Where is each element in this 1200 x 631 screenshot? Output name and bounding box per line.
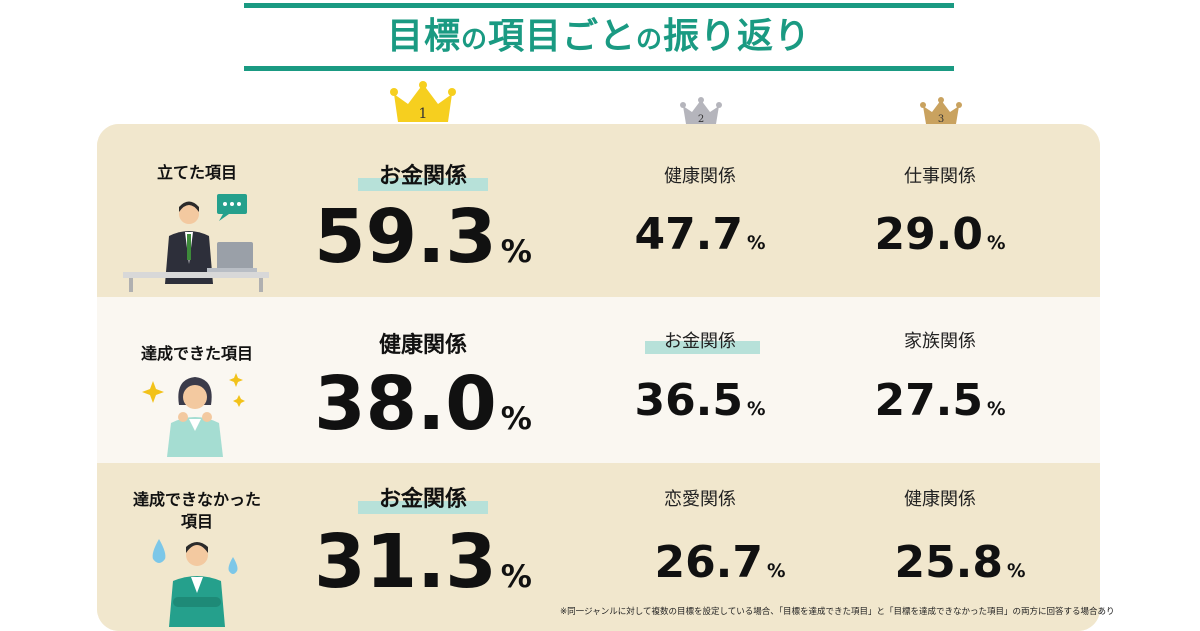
rank-1-number: 1 [419,106,428,122]
row-label: 達成できなかった 項目 [132,490,261,531]
footnote: ※同一ジャンルに対して複数の目標を設定している場合、「目標を達成できた項目」と「… [560,607,1115,617]
row-achieved-items: 達成できた項目 健康関係 38.0% お金関係 36.5% 家族関係 27.5% [97,297,1100,463]
rank2-value: 36.5% [634,375,766,426]
row-label: 達成できた項目 [140,344,253,363]
rank-3-number: 3 [938,114,944,125]
rank3-category: 仕事関係 [904,166,976,187]
silver-crown-icon: 2 [680,97,722,125]
rank3-category: 健康関係 [904,489,976,510]
rank1-category: お金関係 [378,487,467,512]
rank-2-number: 2 [698,114,704,125]
title-bottom-rule [244,66,954,71]
results-panel: 立てた項目 お金関係 59.3% 健康関係 47.7% [97,124,1100,631]
bronze-crown-icon: 3 [920,97,962,125]
category-highlight [645,341,760,354]
businessman-laptop-illustration [119,192,271,292]
rank2-value: 47.7% [634,209,766,260]
rank1-value: 38.0% [314,361,532,447]
row-not-achieved-items: 達成できなかった 項目 お金関係 31.3% 恋愛関係 26.7% 健康関係 25… [97,463,1100,631]
rank2-value: 26.7% [654,537,786,588]
rank1-value: 59.3% [314,194,532,280]
rank3-value: 29.0% [874,209,1006,260]
rank2-category: 恋愛関係 [664,489,736,510]
title-top-rule [244,3,954,8]
category-highlight [358,501,488,514]
man-sweat-illustration [149,535,245,627]
rank1-category: お金関係 [378,164,467,189]
rank3-value: 27.5% [874,375,1006,426]
rank2-category: お金関係 [664,331,736,352]
rank3-value: 25.8% [894,537,1026,588]
rank1-value: 31.3% [314,519,532,605]
row-label: 立てた項目 [156,163,237,182]
rank3-category: 家族関係 [904,331,976,352]
gold-crown-icon: 1 [390,80,456,124]
category-highlight [358,178,488,191]
rank2-category: 健康関係 [664,166,736,187]
rank1-category: 健康関係 [378,333,467,358]
page-title: 目標の項目ごとの振り返り [386,16,812,57]
woman-sparkle-illustration [141,369,251,457]
row-set-items: 立てた項目 お金関係 59.3% 健康関係 47.7% [97,124,1100,297]
